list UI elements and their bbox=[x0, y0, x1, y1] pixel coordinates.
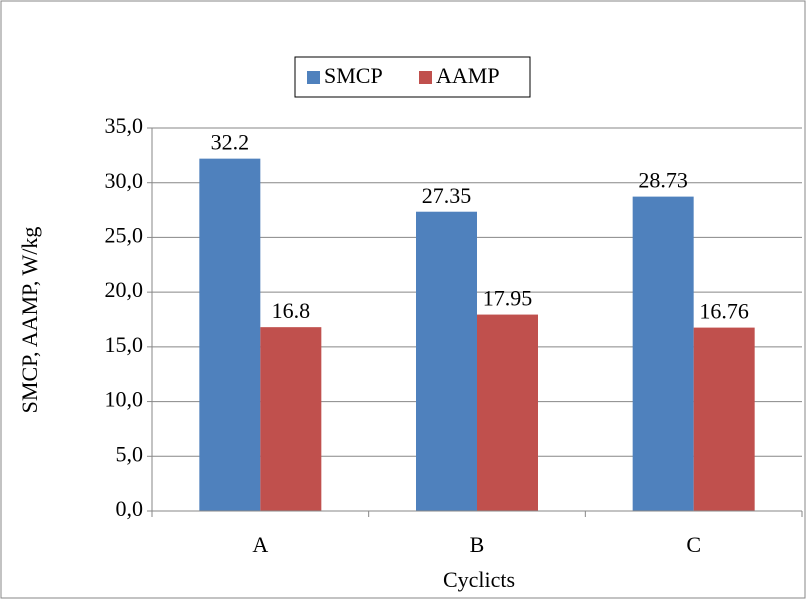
y-tick-label: 25,0 bbox=[105, 222, 144, 247]
y-tick-label: 0,0 bbox=[116, 496, 144, 521]
y-tick-label: 15,0 bbox=[105, 332, 144, 357]
bar bbox=[477, 314, 538, 511]
x-tick-label: C bbox=[686, 532, 701, 557]
legend-label: SMCP bbox=[324, 63, 383, 88]
bar bbox=[693, 327, 755, 511]
legend-swatch bbox=[307, 71, 320, 84]
value-label: 32.2 bbox=[211, 130, 250, 155]
x-tick-label: A bbox=[252, 532, 268, 557]
y-axis-label: SMCP, AAMP, W/kg bbox=[17, 227, 42, 414]
legend-box bbox=[294, 56, 531, 98]
value-label: 16.76 bbox=[699, 299, 749, 324]
bar bbox=[632, 196, 694, 512]
y-tick-label: 20,0 bbox=[105, 277, 144, 302]
legend-swatch bbox=[419, 71, 432, 84]
x-axis-label: Cyclicts bbox=[443, 567, 515, 592]
y-tick-label: 10,0 bbox=[105, 387, 144, 412]
value-label: 27.35 bbox=[422, 183, 472, 208]
value-label: 16.8 bbox=[272, 298, 311, 323]
x-tick-label: B bbox=[470, 532, 485, 557]
y-tick-label: 5,0 bbox=[116, 441, 144, 466]
bar bbox=[416, 211, 477, 511]
legend-label: AAMP bbox=[436, 63, 500, 88]
y-tick-label: 30,0 bbox=[105, 168, 144, 193]
value-label: 28.73 bbox=[638, 168, 688, 193]
bar bbox=[199, 158, 261, 511]
bar bbox=[260, 327, 322, 511]
y-tick-label: 35,0 bbox=[105, 113, 144, 138]
value-label: 17.95 bbox=[483, 286, 533, 311]
